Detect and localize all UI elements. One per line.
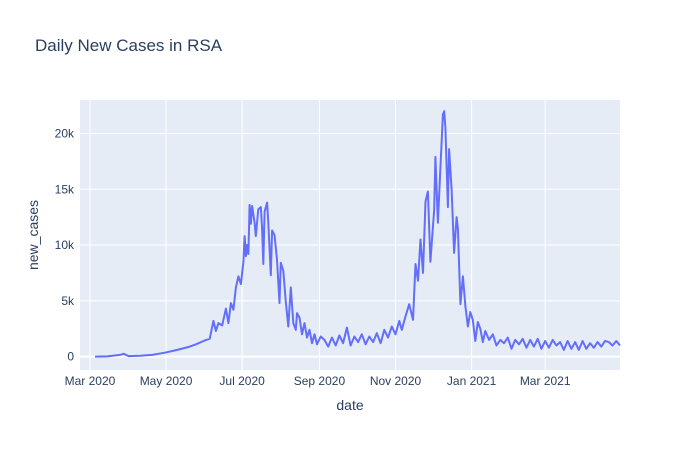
series-line-new_cases[interactable]	[94, 110, 621, 358]
x-tick-label: Jul 2020	[219, 374, 265, 388]
y-tick-label: 5k	[61, 294, 75, 308]
y-tick-label: 10k	[55, 238, 75, 252]
x-tick-label: Jan 2021	[447, 374, 497, 388]
y-tick-labels: 0 5k 10k 15k 20k	[55, 126, 75, 363]
x-tick-labels: Mar 2020 May 2020 Jul 2020 Sep 2020 Nov 2020…	[65, 374, 571, 388]
x-tick-label: Nov 2020	[370, 374, 422, 388]
x-axis-title: date	[336, 397, 363, 413]
x-tick-label: Sep 2020	[294, 374, 346, 388]
y-tick-label: 15k	[55, 182, 75, 196]
x-tick-label: May 2020	[140, 374, 193, 388]
x-gridlines	[89, 100, 546, 370]
y-tick-label: 0	[67, 350, 74, 364]
plot-area[interactable]	[80, 100, 620, 370]
series-group	[94, 110, 621, 358]
y-gridlines	[80, 132, 620, 358]
x-tick-label: Mar 2020	[65, 374, 116, 388]
chart-title: Daily New Cases in RSA	[35, 36, 223, 55]
y-tick-label: 20k	[55, 126, 75, 140]
y-axis-title: new_cases	[25, 200, 41, 270]
x-tick-label: Mar 2021	[520, 374, 571, 388]
